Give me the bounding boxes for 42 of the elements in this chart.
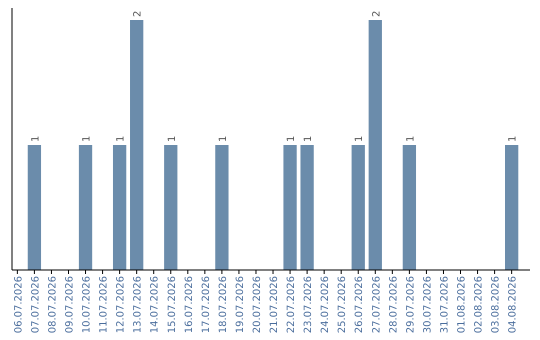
data-label: 1: [30, 136, 42, 142]
x-tick-label: 29.07.2026: [405, 276, 416, 334]
x-tick-label: 27.07.2026: [371, 276, 382, 334]
data-label: 1: [354, 136, 366, 142]
x-tick-label: 07.07.2026: [30, 276, 42, 334]
data-label: 1: [116, 136, 127, 142]
x-tick-label: 04.08.2026: [508, 276, 519, 334]
x-tick-label: 14.07.2026: [150, 276, 161, 334]
data-label: 1: [166, 136, 178, 142]
x-tick-label: 01.08.2026: [456, 276, 468, 334]
x-tick-label: 16.07.2026: [184, 276, 195, 334]
data-label: 2: [371, 10, 382, 17]
x-tick-label: 19.07.2026: [234, 276, 246, 334]
data-label: 1: [82, 136, 93, 142]
x-tick-label: 08.07.2026: [47, 276, 58, 334]
x-tick-label: 13.07.2026: [132, 276, 144, 334]
x-tick-label: 25.07.2026: [337, 276, 348, 334]
x-tick-label: 26.07.2026: [354, 276, 366, 334]
x-tick-label: 10.07.2026: [82, 276, 93, 334]
x-tick-label: 15.07.2026: [166, 276, 178, 334]
data-label: 1: [508, 136, 519, 142]
x-tick-label: 31.07.2026: [439, 276, 450, 334]
x-tick-label: 18.07.2026: [218, 276, 229, 334]
x-tick-label: 12.07.2026: [116, 276, 127, 334]
x-tick-label: 22.07.2026: [286, 276, 298, 334]
x-tick-label: 24.07.2026: [320, 276, 332, 334]
x-tick-label: 30.07.2026: [422, 276, 434, 334]
x-tick-label: 20.07.2026: [252, 276, 263, 334]
data-label: 2: [132, 10, 144, 17]
x-tick-label: 11.07.2026: [98, 276, 110, 334]
data-label: 1: [218, 136, 229, 142]
data-label: 1: [286, 136, 298, 142]
x-tick-label: 06.07.2026: [13, 276, 24, 334]
x-tick-label: 09.07.2026: [64, 276, 76, 334]
x-tick-label: 23.07.2026: [303, 276, 314, 334]
x-tick-label: 17.07.2026: [200, 276, 212, 334]
data-label: 1: [405, 136, 416, 142]
x-tick-label: 21.07.2026: [269, 276, 280, 334]
x-tick-label: 02.08.2026: [474, 276, 485, 334]
data-label: 1: [303, 136, 314, 142]
x-tick-label: 03.08.2026: [490, 276, 502, 334]
x-tick-label: 28.07.2026: [388, 276, 400, 334]
